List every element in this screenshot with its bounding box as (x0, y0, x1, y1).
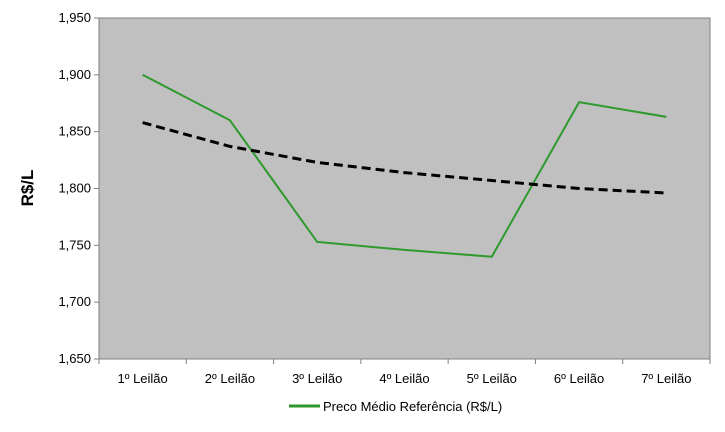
plot-area (99, 18, 710, 359)
y-tick-label: 1,700 (58, 294, 91, 309)
x-tick-label: 5º Leilão (467, 371, 517, 386)
y-tick-label: 1,850 (58, 124, 91, 139)
x-tick-label: 1º Leilão (117, 371, 167, 386)
y-tick-label: 1,750 (58, 237, 91, 252)
x-tick-label: 6º Leilão (554, 371, 604, 386)
x-axis: 1º Leilão 2º Leilão 3º Leilão 4º Leilão 5º L… (99, 359, 710, 386)
y-axis: 1,650 1,700 1,750 1,800 1,850 1,900 1,950 (58, 10, 99, 366)
y-tick-label: 1,900 (58, 67, 91, 82)
x-tick-label: 7º Leilão (641, 371, 691, 386)
x-tick-label: 4º Leilão (379, 371, 429, 386)
x-tick-label: 2º Leilão (205, 371, 255, 386)
legend: Preco Médio Referência (R$/L) (289, 399, 502, 414)
legend-label: Preco Médio Referência (R$/L) (323, 399, 502, 414)
y-axis-title: R$/L (18, 170, 37, 207)
x-tick-label: 3º Leilão (292, 371, 342, 386)
y-tick-label: 1,650 (58, 351, 91, 366)
y-tick-label: 1,800 (58, 181, 91, 196)
y-tick-label: 1,950 (58, 10, 91, 25)
